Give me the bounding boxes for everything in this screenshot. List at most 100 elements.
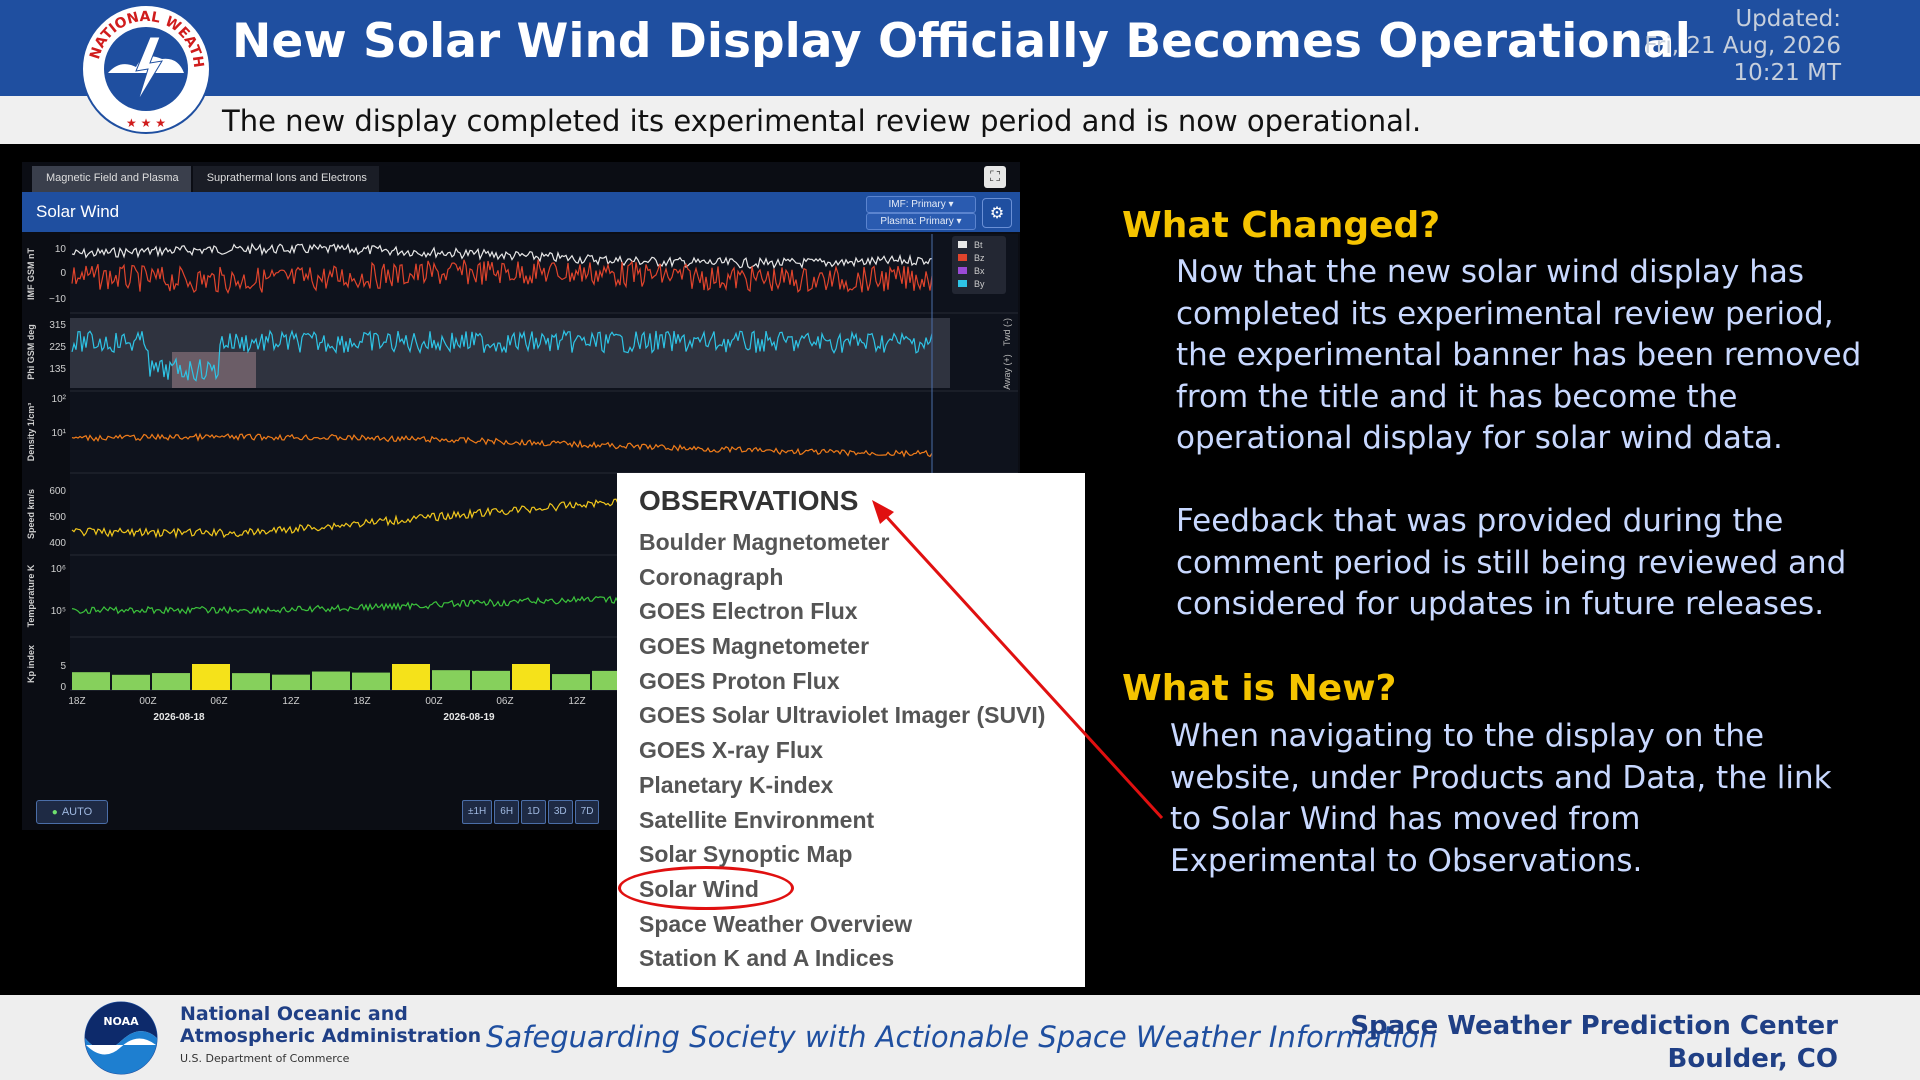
kp-bar [232, 673, 270, 690]
phi-tick: 135 [49, 364, 66, 375]
temperature-axis-label: Temperature K [26, 564, 36, 627]
imf-axis-label: IMF GSM nT [26, 248, 36, 300]
page-subtitle: The new display completed its experiment… [222, 104, 1422, 138]
menu-item-boulder-magnetometer[interactable]: Boulder Magnetometer [639, 529, 890, 555]
density-tick: 10² [52, 394, 67, 405]
density-tick: 10¹ [52, 428, 67, 439]
menu-item-goes-proton-flux[interactable]: GOES Proton Flux [639, 667, 840, 694]
auto-update-button[interactable]: ● AUTO [36, 800, 108, 824]
speed-tick: 500 [49, 512, 66, 523]
kp-bar [552, 674, 590, 690]
kp-bar [72, 672, 110, 690]
time-tick: 18Z [68, 696, 85, 707]
solar-wind-title: Solar Wind [36, 202, 120, 221]
range-1d-button[interactable]: 1D [521, 800, 546, 824]
phi-series [71, 329, 933, 382]
footer-bar [0, 995, 1920, 1080]
date-label: 2026-08-18 [153, 712, 205, 723]
menu-item-planetary-k-index[interactable]: Planetary K-index [639, 771, 834, 798]
what-changed-text: Now that the new solar wind display has … [1176, 254, 1862, 456]
menu-item-goes-electron-flux[interactable]: GOES Electron Flux [639, 598, 858, 625]
settings-gear-icon[interactable]: ⚙ [982, 198, 1012, 228]
kp-bar [192, 664, 230, 690]
time-tick: 00Z [425, 696, 442, 707]
bt-series [71, 242, 933, 270]
density-plot-bg [70, 392, 1018, 472]
time-range-buttons: ±1H 6H 1D 3D 7D [462, 800, 601, 824]
kp-axis-label: Kp index [26, 645, 36, 683]
legend-bz: Bz [974, 253, 985, 263]
what-changed-heading: What Changed? [1122, 205, 1441, 246]
fullscreen-icon[interactable]: ⛶ [984, 166, 1006, 188]
kp-bar [432, 670, 470, 690]
tab-suprathermal[interactable]: Suprathermal Ions and Electrons [192, 166, 379, 192]
temperature-tick: 10⁶ [51, 564, 66, 575]
time-tick: 12Z [282, 696, 299, 707]
kp-bar [352, 672, 390, 690]
updated-label: Updated: [1735, 6, 1841, 32]
menu-item-satellite-environment[interactable]: Satellite Environment [639, 806, 875, 833]
imf-select[interactable]: IMF: Primary ▾ [866, 196, 976, 213]
bz-series [71, 259, 933, 295]
noaa-name: National Oceanic and Atmospheric Adminis… [180, 1003, 482, 1047]
speed-tick: 600 [49, 486, 66, 497]
solar-wind-highlight-circle [618, 866, 794, 910]
time-tick: 06Z [496, 696, 513, 707]
kp-bar [152, 673, 190, 690]
menu-item-goes-xray-flux[interactable]: GOES X-ray Flux [639, 737, 824, 764]
density-series [71, 432, 933, 458]
svg-text:★ ★ ★: ★ ★ ★ [126, 116, 166, 130]
nws-logo-icon: NATIONAL WEATHER SERVICE ★ ★ ★ [80, 3, 211, 134]
imf-tick: 10 [55, 244, 67, 255]
speed-axis-label: Speed km/s [26, 489, 36, 539]
range-3d-button[interactable]: 3D [547, 800, 573, 824]
updated-timestamp: Updated: Fri, 21 Aug, 2026 10:21 MT [1644, 6, 1841, 87]
page-title: New Solar Wind Display Officially Become… [232, 14, 1691, 69]
observations-menu: OBSERVATIONS Boulder Magnetometer Corona… [617, 473, 1085, 987]
noaa-logo-icon: NOAA [84, 1001, 158, 1075]
date-label: 2026-08-19 [443, 712, 495, 723]
menu-item-solar-synoptic-map[interactable]: Solar Synoptic Map [639, 841, 853, 868]
menu-item-coronagraph[interactable]: Coronagraph [639, 563, 784, 590]
phi-away-label: Away (+) [1002, 354, 1012, 390]
solar-wind-appbar: Solar Wind IMF: Primary ▾ Plasma: Primar… [22, 192, 1020, 232]
updated-date: Fri, 21 Aug, 2026 [1644, 33, 1841, 59]
tab-magnetic-field-plasma[interactable]: Magnetic Field and Plasma [32, 166, 191, 192]
menu-item-goes-suvi[interactable]: GOES Solar Ultraviolet Imager (SUVI) [639, 702, 1046, 729]
noaa-department: U.S. Department of Commerce [180, 1052, 350, 1065]
kp-bar [472, 670, 510, 690]
menu-item-space-weather-overview[interactable]: Space Weather Overview [639, 910, 913, 937]
phi-tick: 315 [49, 320, 66, 331]
menu-item-station-k-a-indices[interactable]: Station K and A Indices [639, 945, 895, 972]
what-is-new-text: When navigating to the display on the we… [1170, 718, 1832, 879]
imf-tick: 0 [60, 268, 66, 279]
kp-bar [512, 664, 550, 690]
what-is-new-heading: What is New? [1122, 668, 1397, 709]
kp-bar [272, 674, 310, 690]
footer-tagline: Safeguarding Society with Actionable Spa… [486, 1020, 1438, 1054]
feedback-text: Feedback that was provided during the co… [1176, 503, 1847, 622]
menu-item-goes-magnetometer[interactable]: GOES Magnetometer [639, 633, 870, 660]
range-6h-button[interactable]: 6H [494, 800, 520, 824]
density-axis-label: Density 1/cm³ [26, 403, 36, 462]
range-7d-button[interactable]: 7D [574, 800, 600, 824]
phi-axis-label: Phi GSM deg [26, 324, 36, 380]
phi-tick: 225 [49, 342, 66, 353]
range-1h-button[interactable]: ±1H [462, 800, 493, 824]
kp-bar [112, 674, 150, 690]
phi-toward-label: Twd (-) [1002, 318, 1012, 346]
panel-tabs: Magnetic Field and Plasma Suprathermal I… [32, 166, 381, 192]
subtitle-bar [0, 96, 1920, 144]
plasma-select[interactable]: Plasma: Primary ▾ [866, 213, 976, 230]
kp-tick: 0 [60, 682, 66, 693]
kp-bar [312, 671, 350, 690]
kp-bar [392, 664, 430, 690]
updated-time: 10:21 MT [1733, 60, 1842, 86]
observations-heading: OBSERVATIONS [639, 485, 859, 516]
temperature-tick: 10⁵ [51, 606, 66, 617]
swpc-name: Space Weather Prediction Center Boulder,… [1350, 1011, 1838, 1074]
time-tick: 12Z [568, 696, 585, 707]
time-tick: 18Z [353, 696, 370, 707]
noaa-logo-text: NOAA [103, 1015, 139, 1028]
time-tick: 06Z [210, 696, 227, 707]
